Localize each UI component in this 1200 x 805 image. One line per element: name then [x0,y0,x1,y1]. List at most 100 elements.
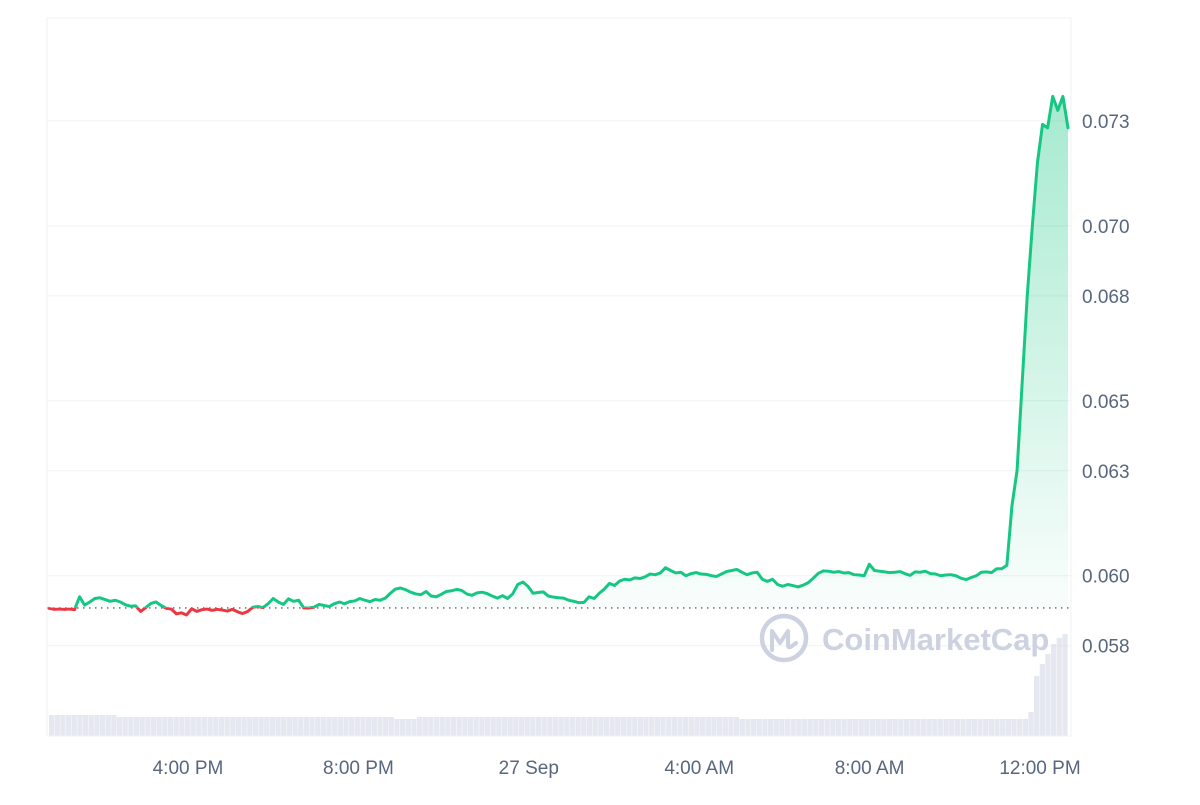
volume-bar [388,717,394,736]
volume-bar [496,717,502,736]
volume-bar [530,717,536,736]
volume-bar [637,717,644,736]
volume-bar [666,717,672,736]
volume-bar [915,719,921,736]
volume-bar [541,717,547,736]
volume-bar [688,717,694,736]
volume-bar [966,719,972,736]
volume-bar [852,719,859,736]
volume-bar [813,719,819,736]
volume-bar [954,719,961,736]
volume-bar [473,717,479,736]
volume-bar [711,717,717,736]
volume-bar [292,717,298,736]
volume-bar [326,717,332,736]
volume-bar [581,717,587,736]
volume-bars [49,634,1068,736]
volume-bar [371,717,377,736]
volume-bar [162,717,168,736]
volume-bar [1051,644,1057,736]
volume-bar [943,719,949,736]
volume-bar [801,719,808,736]
volume-bar [1039,664,1045,736]
volume-bar [750,719,757,736]
x-tick-label: 12:00 PM [999,758,1080,779]
volume-bar [535,717,542,736]
volume-bar [524,717,530,736]
volume-bar [337,717,343,736]
volume-bar [77,715,83,736]
volume-bar [150,717,157,736]
volume-bar [82,715,89,736]
volume-bar [1022,719,1028,736]
volume-bar [309,717,315,736]
volume-bar [869,719,876,736]
volume-bar [184,717,191,736]
volume-bar [445,717,451,736]
volume-bar [784,719,791,736]
volume-bar [615,717,621,736]
volume-bar [886,719,893,736]
price-area-fill [75,96,1068,608]
volume-bar [286,717,293,736]
volume-bar [920,719,927,736]
volume-bar [818,719,825,736]
volume-bar [988,719,994,736]
volume-bar [835,719,842,736]
volume-bar [281,717,287,736]
coinmarketcap-watermark: CoinMarketCap [759,613,1049,663]
volume-bar [65,715,72,736]
volume-bar [1062,634,1068,736]
price-line-up [47,94,1070,608]
volume-bar [88,715,94,736]
volume-bar [490,717,496,736]
volume-bar [173,717,179,736]
volume-bar [196,717,202,736]
volume-bar [218,717,225,736]
volume-bar [694,717,700,736]
volume-bar [671,717,677,736]
y-tick-label: 0.068 [1082,287,1130,308]
volume-bar [377,717,383,736]
volume-bar [779,719,785,736]
volume-bar [49,715,55,736]
volume-bar [717,717,723,736]
x-tick-label: 4:00 PM [153,758,224,779]
volume-bar [213,717,219,736]
volume-bar [620,717,627,736]
volume-bar [122,717,128,736]
y-tick-label: 0.070 [1082,217,1130,238]
y-tick-label: 0.063 [1082,462,1130,483]
volume-bar [207,717,213,736]
volume-bar [830,719,836,736]
volume-bar [881,719,887,736]
volume-bar [796,719,802,736]
volume-bar [179,717,185,736]
volume-bar [592,717,598,736]
volume-bar [462,717,468,736]
volume-bar [654,717,660,736]
volume-bar [762,719,768,736]
volume-bar [501,717,508,736]
volume-bar [875,719,881,736]
grid-lines [47,120,1071,647]
volume-bar [971,719,978,736]
volume-bar [569,717,576,736]
volume-bar [230,717,236,736]
volume-bar [739,719,745,736]
volume-bar [139,717,145,736]
volume-bar [994,719,1000,736]
volume-bar [450,717,457,736]
x-tick-label: 4:00 AM [664,758,734,779]
volume-bar [949,719,955,736]
volume-bar [847,719,853,736]
x-tick-label: 27 Sep [499,758,559,779]
volume-bar [433,717,440,736]
volume-bar [547,717,553,736]
volume-bar [303,717,310,736]
volume-bar [315,717,321,736]
volume-bar [983,719,989,736]
volume-bar [422,717,428,736]
volume-bar [241,717,247,736]
